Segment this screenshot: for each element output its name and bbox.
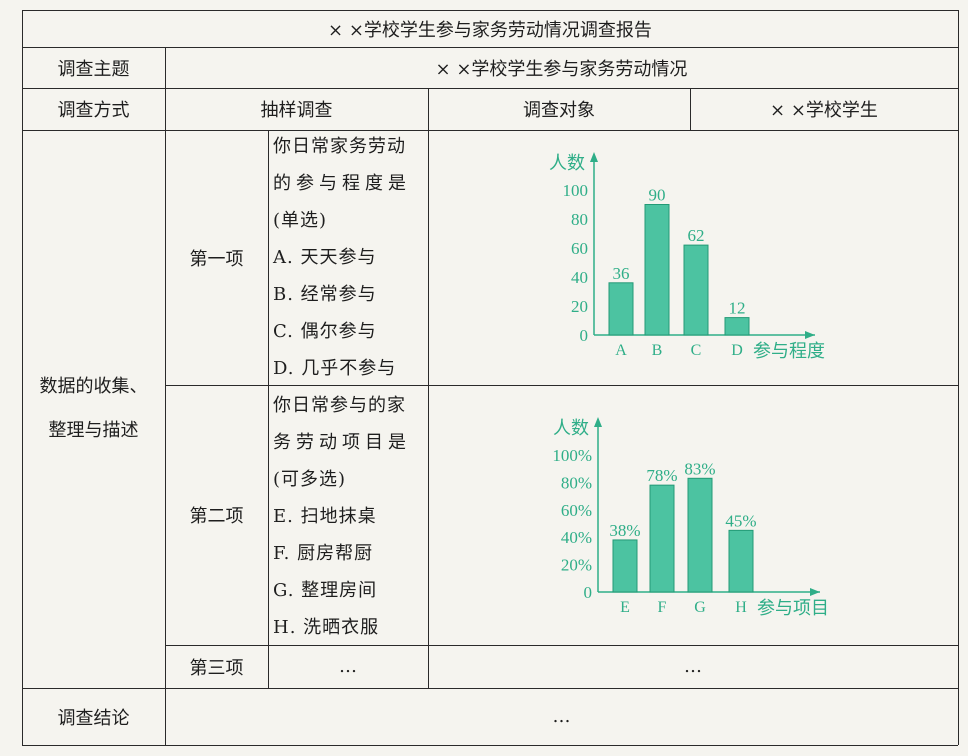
y-tick-label: 0 bbox=[584, 583, 593, 602]
data-label: 12 bbox=[729, 299, 746, 318]
row-divider bbox=[22, 688, 958, 689]
y-tick-label: 100% bbox=[552, 446, 592, 465]
data-label-line: 数据的收集、 bbox=[39, 376, 148, 397]
topic-label: 调查主题 bbox=[57, 58, 130, 80]
option-h: H. 洗晒衣服 bbox=[273, 617, 380, 638]
data-label: 38% bbox=[609, 521, 640, 540]
item-2-question: 你日常参与的家 务劳动项目是 (可多选) E. 扫地抹桌 F. 厨房帮厨 G. … bbox=[273, 387, 411, 646]
x-axis-arrow-icon bbox=[805, 331, 815, 339]
report-title: × ×学校学生参与家务劳动情况调查报告 bbox=[328, 19, 652, 41]
conclusion-value: … bbox=[552, 706, 571, 727]
bar-H bbox=[728, 529, 754, 593]
data-label: 36 bbox=[613, 264, 630, 283]
option-g: G. 整理房间 bbox=[273, 580, 378, 601]
y-axis-arrow-icon bbox=[594, 417, 602, 427]
question-line: (单选) bbox=[273, 210, 328, 231]
option-a: A. 天天参与 bbox=[273, 247, 377, 268]
bar-F bbox=[649, 484, 675, 593]
col-divider bbox=[268, 130, 269, 688]
x-tick-label: A bbox=[615, 342, 627, 359]
item-1-question: 你日常家务劳动 的参与程度是 (单选) A. 天天参与 B. 经常参与 C. 偶… bbox=[273, 128, 411, 387]
x-axis-label: 参与项目 bbox=[757, 598, 829, 618]
option-b: B. 经常参与 bbox=[273, 284, 377, 305]
bar-E bbox=[612, 539, 638, 593]
y-tick-label: 20% bbox=[561, 556, 592, 575]
x-tick-label: E bbox=[620, 599, 630, 616]
y-tick-label: 80% bbox=[561, 473, 592, 492]
data-label: 62 bbox=[688, 226, 705, 245]
bar-G bbox=[687, 477, 713, 593]
y-axis-arrow-icon bbox=[590, 152, 598, 162]
item-3-label: 第三项 bbox=[189, 657, 244, 679]
row-divider bbox=[165, 645, 958, 646]
y-tick-label: 60 bbox=[571, 239, 588, 258]
y-axis-label: 人数 bbox=[553, 418, 589, 438]
y-tick-label: 20 bbox=[571, 297, 588, 316]
row-divider bbox=[22, 130, 958, 131]
y-tick-label: 80 bbox=[571, 210, 588, 229]
col-divider bbox=[690, 88, 691, 130]
target-label: 调查对象 bbox=[523, 100, 595, 121]
bar-B bbox=[644, 204, 670, 336]
table-border bbox=[22, 10, 23, 745]
y-tick-label: 60% bbox=[561, 501, 592, 520]
table-border bbox=[22, 10, 958, 11]
data-label-line: 整理与描述 bbox=[48, 420, 139, 441]
question-line: 的参与程度是 bbox=[273, 173, 411, 194]
y-tick-label: 40% bbox=[561, 528, 592, 547]
x-tick-label: C bbox=[691, 342, 702, 359]
option-e: E. 扫地抹桌 bbox=[273, 506, 377, 527]
y-tick-label: 100 bbox=[563, 181, 589, 200]
bar-A bbox=[608, 282, 634, 336]
option-d: D. 几乎不参与 bbox=[273, 358, 397, 379]
question-line: 务劳动项目是 bbox=[273, 432, 411, 453]
question-line: 你日常参与的家 bbox=[273, 395, 406, 416]
x-axis-arrow-icon bbox=[810, 588, 820, 596]
col-divider bbox=[165, 47, 166, 745]
x-axis-label: 参与程度 bbox=[753, 341, 825, 361]
item-2-label: 第二项 bbox=[189, 506, 244, 527]
item-3-question: … bbox=[339, 656, 357, 677]
method-value: 抽样调查 bbox=[260, 100, 333, 121]
data-collection-label: 数据的收集、 整理与描述 bbox=[22, 130, 165, 688]
y-tick-label: 0 bbox=[580, 326, 589, 345]
conclusion-label: 调查结论 bbox=[57, 707, 130, 729]
data-label: 83% bbox=[684, 459, 715, 478]
option-c: C. 偶尔参与 bbox=[273, 321, 377, 342]
question-line: 你日常家务劳动 bbox=[273, 136, 406, 157]
item-1-label: 第一项 bbox=[189, 248, 244, 270]
row-divider bbox=[165, 385, 958, 386]
table-border bbox=[22, 745, 958, 746]
option-f: F. 厨房帮厨 bbox=[273, 543, 374, 564]
x-tick-label: F bbox=[658, 599, 667, 616]
data-label: 45% bbox=[725, 511, 756, 530]
table-border bbox=[958, 10, 959, 745]
target-value: × ×学校学生 bbox=[770, 100, 878, 121]
bar-C bbox=[683, 244, 709, 336]
y-axis-label: 人数 bbox=[549, 153, 585, 173]
row-divider bbox=[22, 88, 958, 89]
y-tick-label: 40 bbox=[571, 268, 588, 287]
method-label: 调查方式 bbox=[57, 100, 130, 121]
item-3-chart: … bbox=[684, 656, 702, 677]
x-tick-label: H bbox=[735, 599, 747, 616]
question-line: (可多选) bbox=[273, 469, 347, 490]
data-label: 90 bbox=[649, 186, 666, 205]
col-divider bbox=[428, 88, 429, 688]
topic-value: × ×学校学生参与家务劳动情况 bbox=[435, 58, 688, 80]
x-tick-label: B bbox=[652, 342, 663, 359]
x-tick-label: G bbox=[694, 599, 706, 616]
data-label: 78% bbox=[646, 466, 677, 485]
x-tick-label: D bbox=[731, 342, 743, 359]
bar-D bbox=[724, 317, 750, 336]
row-divider bbox=[22, 47, 958, 48]
